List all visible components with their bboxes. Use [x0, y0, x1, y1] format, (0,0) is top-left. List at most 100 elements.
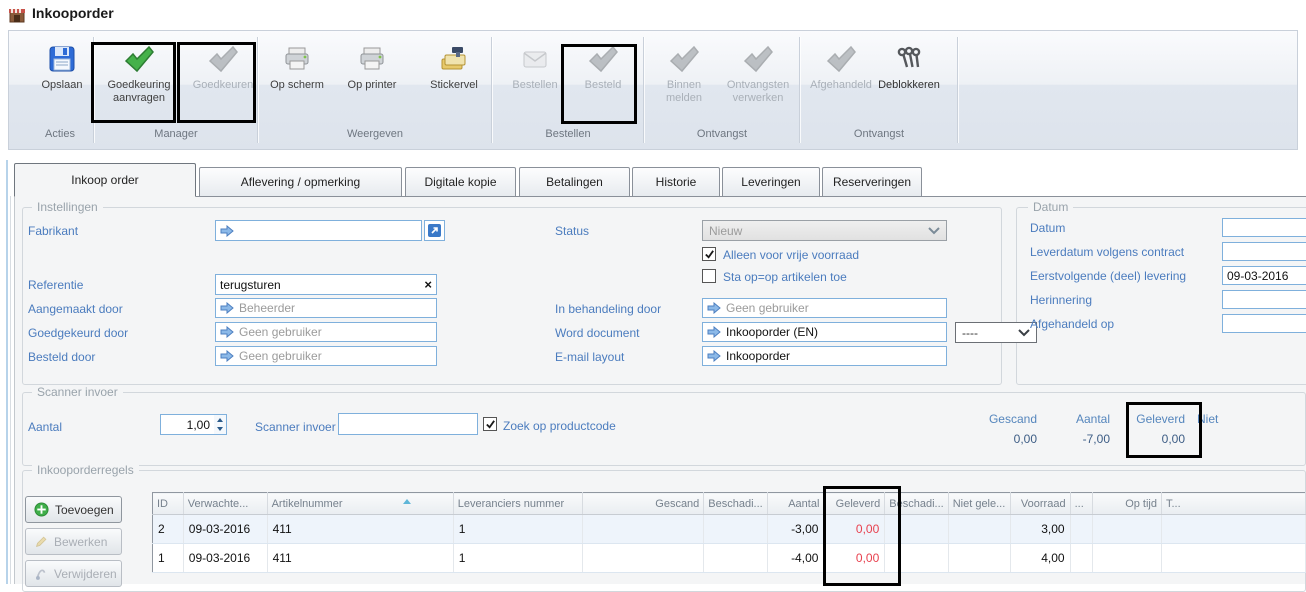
ordered-check-icon	[588, 41, 618, 77]
col-header-id[interactable]: ID	[152, 492, 184, 515]
op-op-artikelen-checkbox-label[interactable]: Sta op=op artikelen toe	[723, 270, 847, 284]
deblokkeren-button[interactable]: Deblokkeren	[873, 41, 945, 119]
scanner-aantal-spinner[interactable]: 1,00	[160, 414, 215, 435]
col-header-verwachte[interactable]: Verwachte...	[183, 492, 268, 515]
afgehandeld-op-field[interactable]	[1222, 314, 1306, 333]
tab-digitale-kopie[interactable]: Digitale kopie	[405, 167, 516, 197]
cell-beschadigd[interactable]	[703, 514, 768, 544]
word-document-field[interactable]: Inkooporder (EN)	[702, 322, 947, 342]
besteld-door-field[interactable]: Geen gebruiker	[215, 346, 437, 366]
cell-aantal[interactable]: -4,00	[767, 543, 825, 573]
col-header-gescand[interactable]: Gescand	[582, 492, 705, 515]
col-header-niet-geleverd[interactable]: Niet gele...	[948, 492, 1011, 515]
cell-niet-geleverd[interactable]	[948, 514, 1011, 544]
op-scherm-button[interactable]: Op scherm	[264, 41, 330, 119]
spinner-buttons[interactable]	[214, 414, 227, 435]
cell-artikelnummer[interactable]: 411	[267, 543, 454, 573]
toevoegen-button[interactable]: Toevoegen	[25, 496, 122, 523]
cell-geleverd[interactable]: 0,00	[823, 514, 886, 544]
lookup-arrow-icon[interactable]	[220, 224, 234, 237]
tab-reserveringen[interactable]: Reserveringen	[822, 167, 922, 197]
col-header-ellipsis[interactable]: ...	[1070, 492, 1093, 515]
goedkeuring-aanvragen-button[interactable]: Goedkeuring aanvragen	[98, 41, 180, 119]
gescand-summary-value: 0,00	[1013, 432, 1037, 446]
scanner-aantal-value: 1,00	[186, 417, 210, 432]
cell-gescand[interactable]	[582, 543, 705, 573]
order-lines-table[interactable]: ID Verwachte... Artikelnummer Leverancie…	[152, 492, 1306, 573]
cell-niet-geleverd[interactable]	[948, 543, 1011, 573]
herinnering-field[interactable]	[1222, 290, 1306, 309]
spin-down-icon[interactable]	[217, 427, 223, 432]
vrije-voorraad-checkbox[interactable]	[702, 247, 716, 261]
eerstvolgende-levering-field[interactable]: 09-03-2016	[1222, 266, 1306, 285]
left-splitter[interactable]	[6, 160, 8, 584]
col-header-op-tijd[interactable]: Op tijd	[1092, 492, 1162, 515]
cell-beschadigd[interactable]	[703, 543, 768, 573]
ribbon-toolbar: Opslaan Goedkeuring aanvragen Goedkeuren…	[8, 30, 1298, 150]
leverdatum-contract-field[interactable]	[1222, 242, 1306, 261]
lookup-arrow-icon[interactable]	[707, 326, 721, 338]
table-row[interactable]: 1 09-03-2016 411 1 -4,00 0,00 4,00	[152, 543, 1306, 573]
lookup-arrow-icon[interactable]	[707, 350, 721, 362]
vrije-voorraad-checkbox-label[interactable]: Alleen voor vrije voorraad	[723, 248, 860, 262]
col-header-beschadigd[interactable]: Beschadi...	[703, 492, 768, 515]
col-header-t[interactable]: T...	[1161, 492, 1306, 515]
stickervel-button[interactable]: Stickervel	[419, 41, 489, 119]
cell-aantal[interactable]: -3,00	[767, 514, 825, 544]
col-header-geleverd[interactable]: Geleverd	[823, 492, 886, 515]
delete-icon	[36, 568, 46, 580]
cell-ellipsis[interactable]	[1070, 514, 1093, 544]
cell-t[interactable]	[1161, 543, 1306, 573]
tab-historie[interactable]: Historie	[632, 167, 720, 197]
lookup-arrow-icon[interactable]	[707, 302, 721, 314]
cell-id[interactable]: 1	[152, 543, 184, 573]
cell-geleverd[interactable]: 0,00	[823, 543, 886, 573]
fabrikant-open-button[interactable]	[424, 220, 445, 241]
cell-ellipsis[interactable]	[1070, 543, 1093, 573]
tab-betalingen[interactable]: Betalingen	[519, 167, 630, 197]
cell-artikelnummer[interactable]: 411	[267, 514, 454, 544]
word-language-dropdown[interactable]: ----	[955, 322, 1037, 343]
col-header-voorraad[interactable]: Voorraad	[1010, 492, 1071, 515]
zoek-productcode-checkbox-label[interactable]: Zoek op productcode	[503, 419, 616, 433]
op-printer-button[interactable]: Op printer	[337, 41, 407, 119]
cell-leveranciers-nummer[interactable]: 1	[453, 514, 584, 544]
cell-id[interactable]: 2	[152, 514, 184, 544]
tab-inkoop-order[interactable]: Inkoop order	[14, 163, 196, 197]
cell-t[interactable]	[1161, 514, 1306, 544]
referentie-field[interactable]: terugsturen ×	[215, 274, 437, 295]
cell-leveranciers-nummer[interactable]: 1	[453, 543, 584, 573]
cell-voorraad[interactable]: 3,00	[1010, 514, 1071, 544]
cell-gescand[interactable]	[582, 514, 705, 544]
fabrikant-field[interactable]	[215, 220, 422, 241]
op-op-artikelen-checkbox[interactable]	[702, 269, 716, 283]
cell-beschadigd-2[interactable]	[884, 543, 949, 573]
cell-verwachte[interactable]: 09-03-2016	[183, 514, 268, 544]
opslaan-button[interactable]: Opslaan	[27, 41, 97, 119]
goedgekeurd-door-field[interactable]: Geen gebruiker	[215, 322, 437, 342]
zoek-productcode-checkbox[interactable]	[483, 417, 497, 431]
cell-op-tijd[interactable]	[1092, 543, 1162, 573]
lookup-arrow-icon[interactable]	[220, 302, 234, 314]
lookup-arrow-icon[interactable]	[220, 350, 234, 362]
col-header-beschadigd-2[interactable]: Beschadi...	[884, 492, 949, 515]
tab-aflevering-opmerking[interactable]: Aflevering / opmerking	[199, 167, 402, 197]
col-header-artikelnummer[interactable]: Artikelnummer	[267, 492, 454, 515]
tab-leveringen[interactable]: Leveringen	[722, 167, 820, 197]
col-header-leveranciers-nummer[interactable]: Leveranciers nummer	[453, 492, 584, 515]
email-layout-field[interactable]: Inkooporder	[702, 346, 947, 366]
spin-up-icon[interactable]	[217, 417, 223, 422]
in-behandeling-door-field[interactable]: Geen gebruiker	[702, 298, 947, 318]
table-row[interactable]: 2 09-03-2016 411 1 -3,00 0,00 3,00	[152, 514, 1306, 544]
chevron-down-icon	[1018, 326, 1030, 340]
scanner-invoer-input[interactable]	[338, 413, 478, 435]
aangemaakt-door-field[interactable]: Beheerder	[215, 298, 437, 318]
cell-op-tijd[interactable]	[1092, 514, 1162, 544]
col-header-aantal[interactable]: Aantal	[767, 492, 825, 515]
lookup-arrow-icon[interactable]	[220, 326, 234, 338]
cell-beschadigd-2[interactable]	[884, 514, 949, 544]
clear-icon[interactable]: ×	[424, 277, 432, 292]
cell-voorraad[interactable]: 4,00	[1010, 543, 1071, 573]
datum-field[interactable]	[1222, 218, 1306, 237]
cell-verwachte[interactable]: 09-03-2016	[183, 543, 268, 573]
